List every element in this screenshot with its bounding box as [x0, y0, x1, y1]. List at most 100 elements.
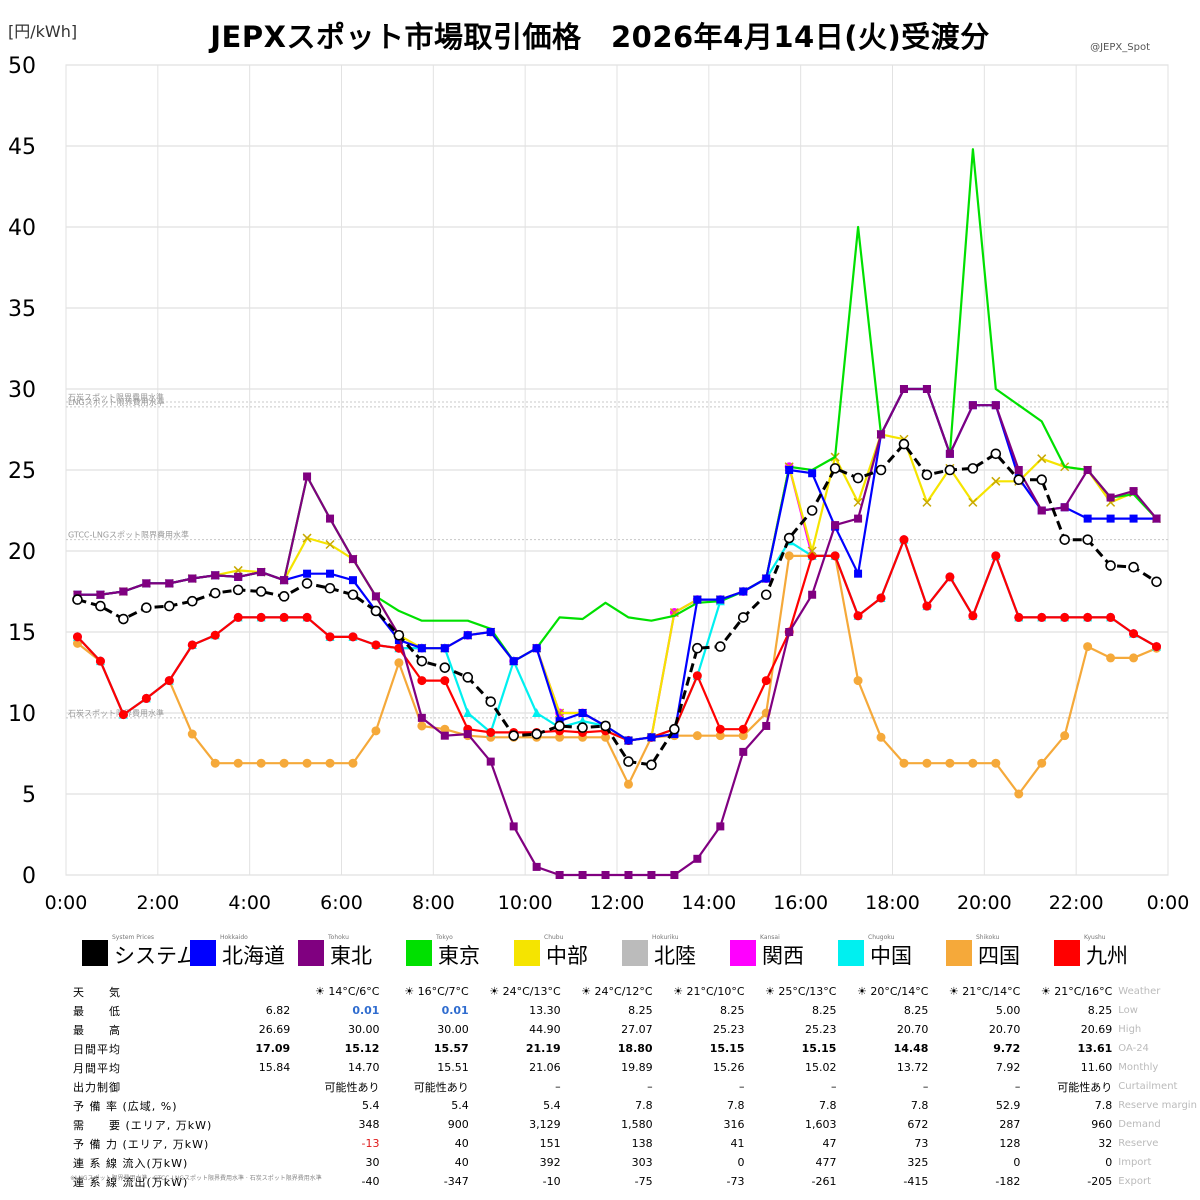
data-point [898, 438, 910, 450]
data-point [1105, 560, 1116, 571]
y-tick-label: 25 [8, 459, 36, 484]
data-point [325, 758, 335, 768]
value-cell: 可能性あり [413, 1080, 469, 1094]
value-cell: 14.48 [893, 1042, 929, 1055]
data-point [921, 469, 933, 481]
value-cell: -73 [726, 1175, 745, 1188]
info-row: 予 備 力 (エリア, 万kW) -13 40 151 138 41 47 73 128 32 Re… [70, 1134, 1200, 1153]
value-cell: 8.25 [628, 1004, 653, 1017]
legend-label: システム [114, 944, 198, 968]
data-point [899, 758, 909, 768]
x-tick-label: 22:00 [1049, 892, 1104, 914]
data-point [187, 729, 197, 739]
x-tick-label: 20:00 [957, 892, 1012, 914]
data-point [624, 871, 633, 879]
y-tick-label: 35 [8, 297, 36, 322]
data-point [234, 572, 243, 581]
data-point [785, 628, 794, 636]
data-point [1106, 653, 1116, 663]
value-cell: 15.26 [713, 1061, 745, 1074]
data-point [761, 676, 771, 686]
data-point [187, 640, 197, 650]
value-cell: 32 [1098, 1137, 1113, 1150]
weather-cell: ☀ 25°C/13°C [765, 985, 837, 998]
value-cell: -10 [542, 1175, 561, 1188]
data-point [186, 595, 198, 607]
legend-english-label: Shikoku [976, 934, 1000, 941]
chart-title: JEPXスポット市場取引価格 2026年4月14日(火)受渡分 [210, 20, 990, 54]
y-tick-label: 30 [8, 378, 36, 403]
value-cell: 7.92 [995, 1061, 1021, 1074]
value-cell: 25.23 [804, 1023, 837, 1036]
data-point [1060, 731, 1070, 741]
data-point [371, 640, 381, 650]
value-cell: 41 [730, 1137, 745, 1150]
value-cell: 9.72 [993, 1042, 1021, 1055]
chart-legend: System Prices システム Hokkaido 北海道 Tohoku 東北 Toky… [82, 932, 1162, 972]
value-cell: 13.30 [529, 1004, 561, 1017]
data-point [968, 497, 978, 507]
value-cell: – [922, 1080, 929, 1093]
value-cell [215, 1153, 293, 1172]
data-point [737, 612, 749, 623]
data-point [142, 579, 151, 588]
data-point [72, 594, 83, 605]
legend-label: 北海道 [222, 944, 285, 968]
data-point [1014, 612, 1024, 622]
data-point [762, 721, 771, 730]
value-cell: 15.12 [344, 1042, 380, 1055]
data-point [233, 612, 243, 622]
data-point [394, 658, 404, 668]
value-cell: 20.70 [896, 1023, 929, 1036]
value-cell: 11.60 [1080, 1061, 1113, 1074]
value-cell: 47 [822, 1137, 837, 1150]
data-point [326, 514, 335, 523]
value-cell: 7.8 [635, 1099, 653, 1112]
data-point [1013, 474, 1025, 486]
data-point [991, 758, 1001, 768]
weather-cell: ☀ 21°C/14°C [948, 985, 1021, 998]
value-cell: -75 [634, 1175, 653, 1188]
value-cell: 13.72 [896, 1061, 929, 1074]
data-point [325, 632, 335, 642]
data-point [439, 662, 451, 673]
data-point [256, 612, 266, 622]
data-point [278, 591, 290, 602]
data-point [302, 533, 312, 543]
value-cell: 7.8 [818, 1099, 837, 1112]
row-english-label: Demand [1118, 1119, 1161, 1130]
legend-swatch [730, 940, 756, 966]
value-cell: – [555, 1080, 561, 1093]
legend-label: 九州 [1086, 944, 1128, 968]
legend-english-label: Kansai [760, 934, 780, 941]
footnote: ※LNGスポット限界費用水準 · GTCC-LNGスポット限界費用水準 · 石炭… [70, 1175, 322, 1182]
value-cell: 30.00 [347, 1023, 380, 1036]
value-cell: 0 [1105, 1156, 1113, 1169]
data-point [899, 535, 909, 545]
data-point [1037, 758, 1047, 768]
data-point [716, 822, 725, 831]
value-cell: 30 [365, 1156, 380, 1169]
value-cell: -182 [995, 1175, 1021, 1188]
data-point [255, 586, 267, 597]
data-point [1083, 612, 1093, 622]
data-point [72, 632, 82, 642]
data-point [1082, 534, 1093, 545]
x-tick-label: 0:00 [45, 892, 88, 914]
value-cell: 20.70 [988, 1023, 1021, 1036]
data-point [968, 611, 978, 621]
data-point [831, 521, 840, 530]
legend-english-label: Tokyo [436, 934, 453, 941]
info-row: 予 備 率 (広域, %) 5.4 5.4 5.4 7.8 7.8 7.8 7.8 52.9 7.… [70, 1096, 1200, 1115]
value-cell: – [1014, 1080, 1021, 1093]
legend-english-label: Chugoku [868, 934, 895, 941]
data-point [417, 713, 426, 722]
row-label: 最 低 [73, 1004, 121, 1018]
data-point [531, 728, 542, 740]
value-cell: 40 [454, 1137, 469, 1150]
data-point [509, 822, 518, 831]
data-point [1151, 576, 1162, 588]
data-point [945, 449, 954, 458]
x-tick-label: 12:00 [590, 892, 645, 914]
legend-swatch [622, 940, 648, 966]
